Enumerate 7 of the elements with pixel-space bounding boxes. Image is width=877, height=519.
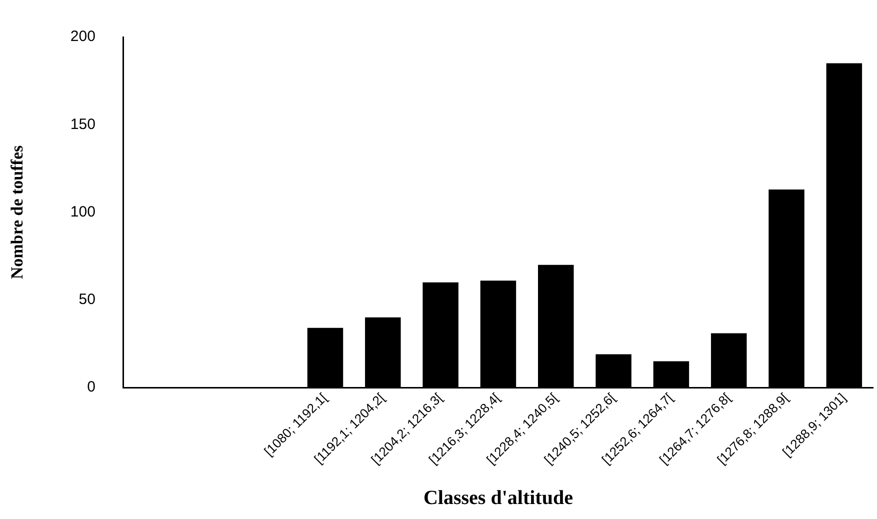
y-tick-label: 50: [78, 291, 96, 308]
x-axis-title: Classes d'altitude: [423, 487, 574, 510]
y-tick-label: 0: [87, 378, 96, 396]
y-tick-label: 150: [70, 116, 96, 133]
y-tick-label: 100: [70, 203, 96, 220]
y-axis-title: Nombre de touffes: [8, 144, 27, 280]
y-tick-label: 200: [70, 28, 96, 46]
